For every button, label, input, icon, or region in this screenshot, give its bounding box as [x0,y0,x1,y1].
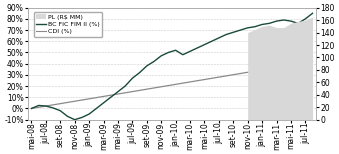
Legend: PL (R$ MM), BC FIC FIM II (%), CDI (%): PL (R$ MM), BC FIC FIM II (%), CDI (%) [34,12,102,37]
